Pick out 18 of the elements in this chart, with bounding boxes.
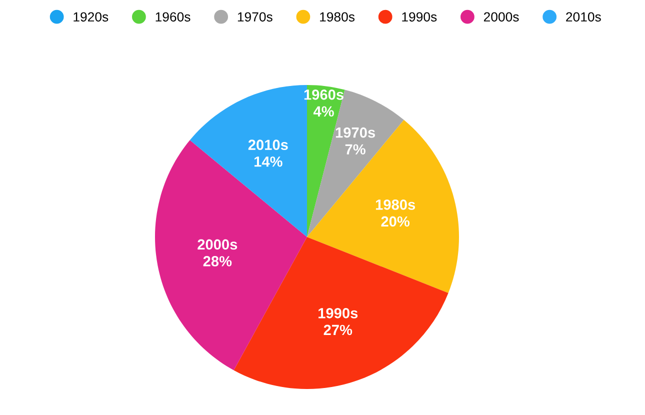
data-label: 14% [254,156,282,167]
data-label: 28% [203,256,232,266]
legend-label: 2000s [484,12,519,22]
slice-label: 2010s [248,140,288,150]
data-label: 27% [324,324,352,336]
legend-label: 1920s [74,12,108,22]
slice-label: 1990s [318,308,358,318]
data-label: 20% [381,216,410,227]
slice-label: 1970s [336,127,375,138]
data-label: 4% [313,106,334,117]
legend-label: 1960s [156,12,190,22]
data-label: 7% [345,144,366,154]
slice-label: 2000s [198,239,238,250]
legend-label: 1990s [402,12,437,22]
legend-label: 1970s [238,12,272,22]
legend-label: 1980s [320,12,355,22]
slice-label: 1980s [376,200,416,210]
legend-label: 2010s [566,12,601,22]
